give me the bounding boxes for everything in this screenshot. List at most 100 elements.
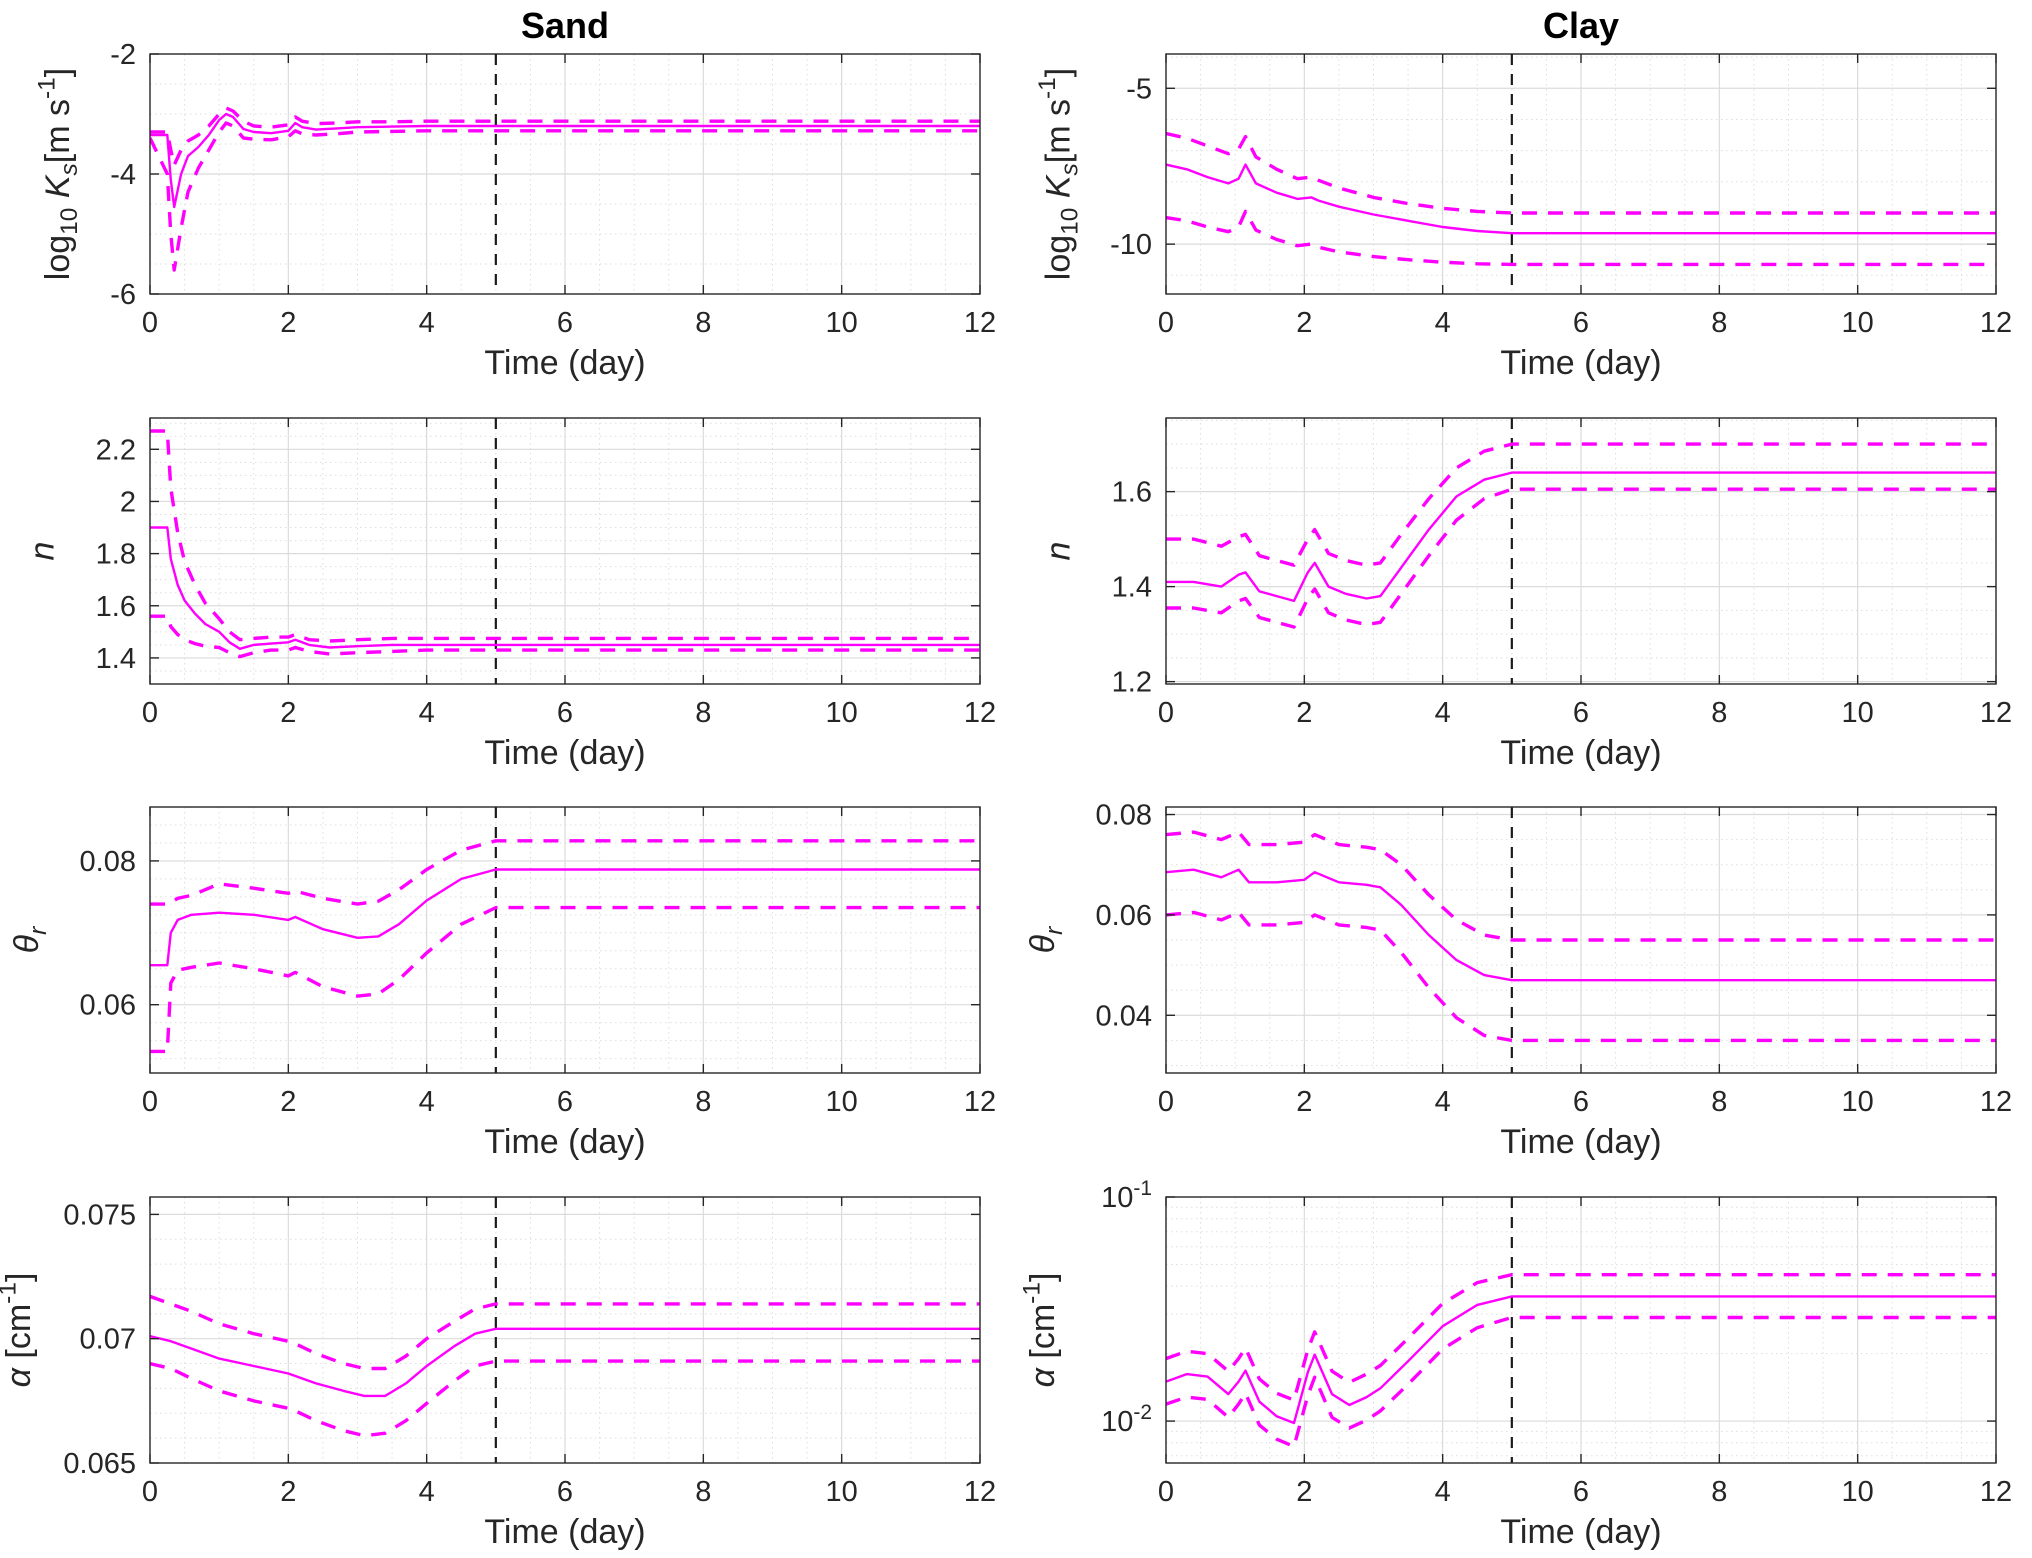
x-tick-label: 12 xyxy=(964,697,996,729)
tick-marks xyxy=(149,53,981,295)
tick-marks xyxy=(1165,417,1997,684)
x-tick-label: 8 xyxy=(1711,1086,1727,1118)
major-grid xyxy=(150,54,980,294)
sand-alpha-median-line xyxy=(150,1327,980,1397)
chart-clay-alpha: 0 2 4 6 8 10 12 10-2 10-1 Time (day) α [cm-1] xyxy=(1016,1169,2032,1558)
chart-clay-ks: 0 2 4 6 8 10 12 -10 -5 Time (day) log10 Ks[m s-1] C… xyxy=(1016,0,2032,390)
y-tick-label: 10-1 xyxy=(1101,1176,1152,1213)
chart-svg-sand-ks: 0 2 4 6 8 10 12 -6 -4 -2 Time (day) log10 Ks[m s-1]… xyxy=(34,5,996,382)
y-tick-label: 0.075 xyxy=(63,1199,136,1231)
y-tick-label: 0.04 xyxy=(1096,1000,1152,1032)
x-tick-label: 2 xyxy=(280,1476,296,1508)
y-tick-label: 1.2 xyxy=(1112,666,1152,698)
x-tick-label: 0 xyxy=(142,697,158,729)
x-tick-label: 8 xyxy=(695,307,711,339)
y-tick-label: -10 xyxy=(1110,229,1152,261)
sand-alpha-upper-bound-line xyxy=(150,1294,980,1370)
x-tick-label: 12 xyxy=(1980,1476,2012,1508)
x-tick-label: 12 xyxy=(964,1476,996,1508)
tick-marks xyxy=(1165,1195,1997,1463)
x-tick-label: 4 xyxy=(1435,1086,1451,1118)
clay-ks-xlabel: Time (day) xyxy=(1500,344,1661,382)
x-tick-label: 0 xyxy=(142,1476,158,1508)
y-tick-label: 0.06 xyxy=(80,990,136,1022)
clay-ks-upper-bound-line xyxy=(1166,131,1996,215)
clay-theta-r-lower-bound-line xyxy=(1166,910,1996,1043)
y-tick-label: 1.6 xyxy=(96,590,136,622)
major-grid xyxy=(150,417,980,684)
y-tick-label: 10-2 xyxy=(1101,1400,1152,1437)
y-tick-label: -4 xyxy=(110,159,136,191)
x-tick-label: 4 xyxy=(419,697,435,729)
sand-ks-xlabel: Time (day) xyxy=(484,344,645,382)
chart-clay-n: 0 2 4 6 8 10 12 1.2 1.4 1.6 Time (day) n xyxy=(1016,390,2032,780)
y-tick-label: 1.8 xyxy=(96,538,136,570)
sand-n-lower-bound-line xyxy=(150,614,980,658)
x-tick-label: 2 xyxy=(1296,1476,1312,1508)
chart-svg-sand-theta-r: 0 2 4 6 8 10 12 0.06 0.08 Time (day) θr xyxy=(8,806,996,1161)
sand-ks-ylabel: log10 Ks[m s-1] xyxy=(34,68,84,280)
sand-ks-lower-bound-line xyxy=(150,121,980,272)
tick-marks xyxy=(149,807,981,1073)
x-tick-label: 10 xyxy=(1842,307,1874,339)
chart-svg-clay-ks: 0 2 4 6 8 10 12 -10 -5 Time (day) log10 Ks[m s-1] C… xyxy=(1034,5,2012,382)
x-tick-label: 0 xyxy=(142,1086,158,1118)
x-tick-label: 10 xyxy=(1842,1086,1874,1118)
x-tick-label: 8 xyxy=(695,697,711,729)
clay-n-xlabel: Time (day) xyxy=(1500,734,1661,772)
x-tick-label: 12 xyxy=(964,307,996,339)
x-tick-label: 2 xyxy=(280,307,296,339)
x-tick-label: 0 xyxy=(1158,1086,1174,1118)
y-tick-label: 2 xyxy=(120,486,136,518)
x-tick-label: 12 xyxy=(964,1086,996,1118)
x-tick-label: 0 xyxy=(142,307,158,339)
x-tick-label: 4 xyxy=(1435,697,1451,729)
sand-alpha-lower-bound-line xyxy=(150,1358,980,1437)
clay-theta-r-upper-bound-line xyxy=(1166,830,1996,942)
x-tick-label: 0 xyxy=(1158,1476,1174,1508)
x-tick-label: 10 xyxy=(826,1086,858,1118)
clay-theta-r-median-line xyxy=(1166,868,1996,982)
sand-ks-upper-bound-line xyxy=(150,106,980,167)
sand-n-xlabel: Time (day) xyxy=(484,734,645,772)
clay-theta-r-ylabel: θr xyxy=(1024,926,1068,953)
x-tick-label: 12 xyxy=(1980,307,2012,339)
y-tick-label: 1.4 xyxy=(1112,571,1152,603)
x-tick-label: 0 xyxy=(1158,697,1174,729)
y-tick-label: 0.08 xyxy=(1096,800,1152,832)
y-tick-label: -6 xyxy=(110,279,136,311)
x-tick-label: 10 xyxy=(826,1476,858,1508)
y-tick-label: 0.06 xyxy=(1096,900,1152,932)
y-tick-label: 1.6 xyxy=(1112,476,1152,508)
sand-theta-r-lower-bound-line xyxy=(150,905,980,1054)
x-tick-label: 6 xyxy=(1573,697,1589,729)
clay-alpha-lower-bound-line xyxy=(1166,1315,1996,1448)
y-tick-label: 2.2 xyxy=(96,434,136,466)
clay-theta-r-xlabel: Time (day) xyxy=(1500,1123,1661,1161)
x-tick-label: 2 xyxy=(1296,697,1312,729)
x-tick-label: 0 xyxy=(1158,307,1174,339)
x-tick-label: 2 xyxy=(1296,307,1312,339)
tick-marks xyxy=(149,1196,981,1464)
x-tick-label: 10 xyxy=(826,697,858,729)
clay-ks-lower-bound-line xyxy=(1166,209,1996,267)
clay-alpha-xlabel: Time (day) xyxy=(1500,1513,1661,1551)
x-tick-label: 8 xyxy=(1711,697,1727,729)
x-tick-label: 8 xyxy=(1711,1476,1727,1508)
major-grid xyxy=(150,807,980,1073)
clay-ks-median-line xyxy=(1166,163,1996,235)
x-tick-label: 6 xyxy=(1573,1086,1589,1118)
x-tick-label: 2 xyxy=(280,1086,296,1118)
sand-n-upper-bound-line xyxy=(150,428,980,643)
sand-n-ylabel: n xyxy=(24,541,62,560)
x-tick-label: 10 xyxy=(826,307,858,339)
x-tick-label: 4 xyxy=(419,1086,435,1118)
x-tick-label: 2 xyxy=(280,697,296,729)
clay-ks-title: Clay xyxy=(1543,5,1619,46)
sand-alpha-ylabel: α [cm-1] xyxy=(0,1272,38,1387)
x-tick-label: 6 xyxy=(557,697,573,729)
clay-ks-ylabel: log10 Ks[m s-1] xyxy=(1034,68,1084,280)
sand-theta-r-median-line xyxy=(150,868,980,967)
sand-n-median-line xyxy=(150,525,980,650)
